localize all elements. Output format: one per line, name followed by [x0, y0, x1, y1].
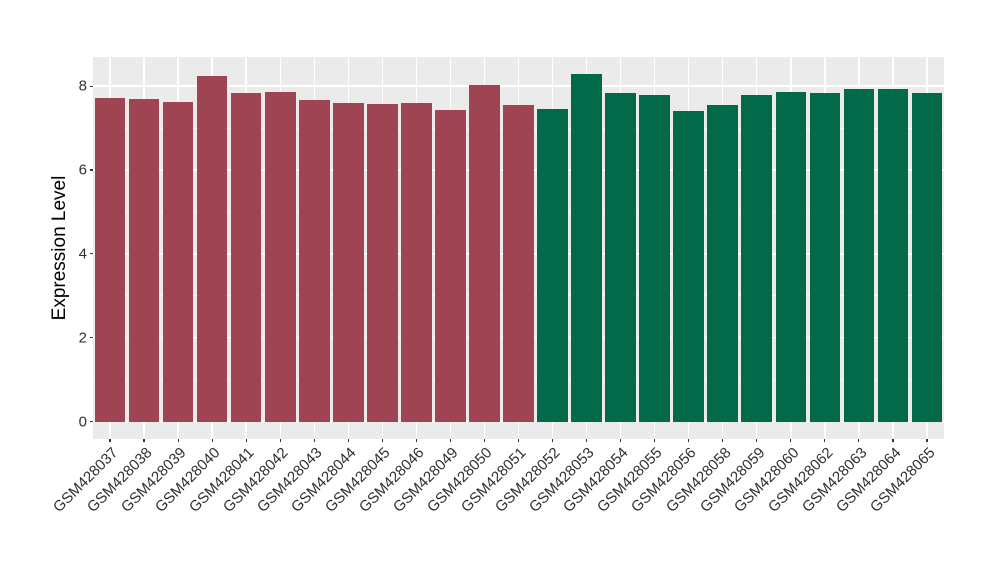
x-tick-mark [722, 439, 724, 442]
bar-GSM428054 [605, 92, 636, 422]
bar-GSM428049 [435, 110, 466, 422]
bar-GSM428050 [469, 84, 500, 422]
bar-GSM428059 [741, 94, 773, 422]
bar-GSM428044 [332, 102, 364, 422]
y-tick-mark [90, 169, 93, 171]
x-tick-mark [245, 439, 247, 442]
y-tick-label: 0 [78, 413, 87, 431]
y-tick-mark [90, 253, 93, 255]
y-tick-label: 2 [78, 329, 87, 347]
x-tick-mark [313, 439, 315, 442]
x-tick-mark [620, 439, 622, 442]
x-tick-mark [858, 439, 860, 442]
x-tick-mark [654, 439, 656, 442]
x-axis: GSM428037 GSM428038 GSM428039 GSM428040 GSM4… [50, 439, 973, 580]
x-tick-mark [756, 439, 758, 442]
y-tick-label: 6 [78, 161, 87, 179]
bar-GSM428060 [775, 92, 807, 422]
x-tick-mark [449, 439, 451, 442]
x-tick-mark [381, 439, 383, 442]
x-tick-mark [143, 439, 145, 442]
y-tick-mark [90, 85, 93, 87]
bar-GSM428040 [196, 75, 228, 422]
bar-GSM428058 [707, 105, 739, 422]
bar-GSM428046 [401, 102, 432, 422]
bar-GSM428052 [537, 108, 568, 422]
bar-GSM428062 [809, 93, 841, 422]
x-tick-mark [177, 439, 179, 442]
bar-GSM428064 [877, 88, 909, 422]
y-tick-label: 4 [78, 245, 87, 263]
bar-GSM428051 [503, 105, 534, 422]
y-tick-mark [90, 421, 93, 423]
x-tick-mark [926, 439, 928, 442]
bar-GSM428063 [843, 89, 875, 422]
bar-GSM428056 [673, 110, 704, 422]
x-tick-mark [790, 439, 792, 442]
bar-GSM428043 [298, 99, 330, 422]
bar-GSM428053 [571, 73, 602, 422]
x-tick-mark [688, 439, 690, 442]
y-tick-label: 8 [78, 77, 87, 95]
x-tick-mark [347, 439, 349, 442]
y-tick-mark [90, 337, 93, 339]
x-tick-mark [517, 439, 520, 442]
bar-GSM428041 [230, 92, 262, 422]
x-tick-mark [824, 439, 826, 442]
plot-panel [93, 57, 944, 439]
x-tick-mark [109, 439, 111, 442]
bar-GSM428045 [367, 103, 398, 422]
x-tick-mark [483, 439, 486, 442]
bar-GSM428055 [639, 95, 670, 422]
y-axis: 0 2 4 6 8 [0, 57, 93, 439]
bar-GSM428042 [264, 91, 296, 422]
bar-GSM428039 [162, 102, 194, 422]
x-tick-mark [892, 439, 894, 442]
x-tick-mark [415, 439, 417, 442]
bar-GSM428065 [911, 93, 943, 422]
bar-GSM428038 [128, 99, 160, 422]
x-tick-mark [551, 439, 554, 442]
x-tick-mark [279, 439, 281, 442]
x-tick-mark [211, 439, 213, 442]
bar-GSM428037 [94, 97, 126, 422]
x-tick-mark [585, 439, 588, 442]
